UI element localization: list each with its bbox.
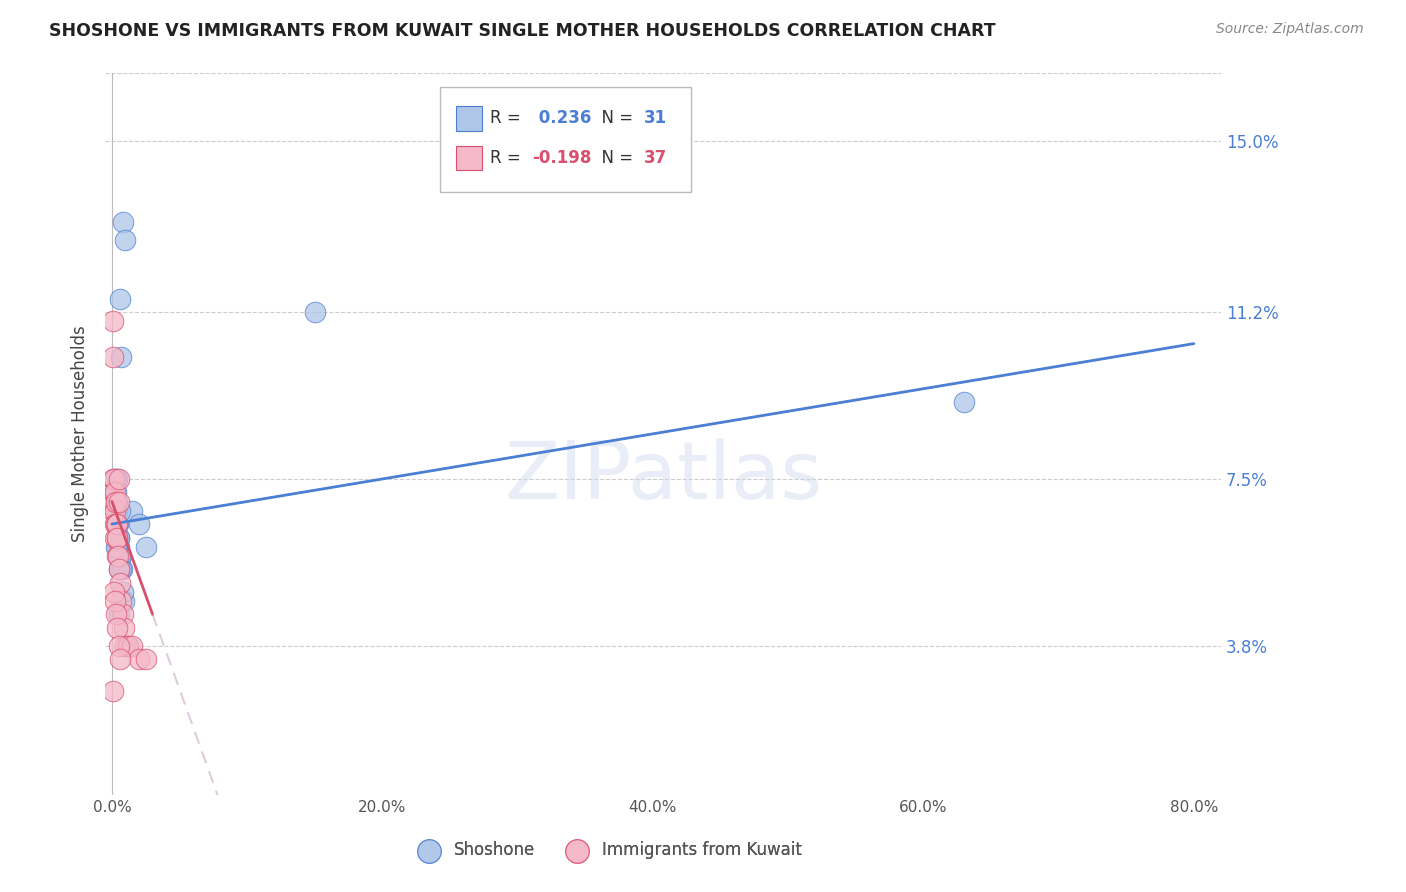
Text: N =: N = (591, 110, 638, 128)
Point (107, 517, 129, 532)
Text: R =: R = (491, 149, 526, 167)
Text: R =: R = (491, 110, 526, 128)
Point (105, 494, 128, 508)
Point (107, 607, 129, 622)
Point (105, 517, 128, 532)
Point (107, 639, 129, 653)
Point (121, 503, 143, 517)
Point (105, 549, 128, 563)
Point (105, 540, 128, 554)
Point (135, 540, 157, 554)
Point (101, 350, 124, 364)
Point (107, 531, 129, 545)
Point (107, 472, 129, 486)
Point (105, 607, 128, 622)
Point (107, 494, 129, 508)
Point (111, 215, 134, 229)
Point (117, 639, 139, 653)
Point (110, 593, 132, 607)
Text: N =: N = (591, 149, 638, 167)
Point (104, 593, 127, 607)
Point (107, 549, 129, 563)
Point (105, 517, 128, 532)
Point (105, 485, 128, 500)
Point (103, 472, 125, 486)
Point (112, 593, 135, 607)
Text: -0.198: -0.198 (533, 149, 592, 167)
Point (105, 472, 128, 486)
Point (111, 584, 134, 599)
Point (103, 494, 125, 508)
Point (117, 639, 139, 653)
Text: SHOSHONE VS IMMIGRANTS FROM KUWAIT SINGLE MOTHER HOUSEHOLDS CORRELATION CHART: SHOSHONE VS IMMIGRANTS FROM KUWAIT SINGL… (49, 22, 995, 40)
Text: ZIPatlas: ZIPatlas (503, 438, 823, 516)
Point (104, 517, 127, 532)
Point (101, 472, 124, 486)
Point (108, 562, 131, 576)
Point (108, 575, 131, 590)
Legend: Shoshone, Immigrants from Kuwait: Shoshone, Immigrants from Kuwait (406, 834, 808, 866)
Point (104, 503, 127, 517)
Point (128, 652, 150, 666)
Point (105, 517, 128, 532)
FancyBboxPatch shape (456, 146, 482, 170)
Point (121, 639, 143, 653)
Point (108, 503, 131, 517)
Point (108, 549, 131, 563)
Point (108, 562, 131, 576)
Point (110, 350, 132, 364)
Point (110, 562, 132, 576)
Point (108, 292, 131, 306)
Point (110, 549, 132, 563)
Point (101, 314, 124, 328)
FancyBboxPatch shape (440, 87, 690, 192)
Point (114, 639, 136, 653)
FancyBboxPatch shape (456, 106, 482, 131)
Point (105, 472, 128, 486)
Point (107, 531, 129, 545)
Point (105, 494, 128, 508)
Text: Source: ZipAtlas.com: Source: ZipAtlas.com (1216, 22, 1364, 37)
Point (111, 562, 134, 576)
Y-axis label: Single Mother Households: Single Mother Households (72, 326, 89, 542)
Point (128, 517, 150, 532)
Point (135, 652, 157, 666)
Point (105, 540, 128, 554)
Text: 37: 37 (644, 149, 668, 167)
Point (114, 233, 136, 247)
Point (105, 621, 128, 635)
Point (104, 531, 127, 545)
Point (108, 540, 131, 554)
Point (108, 652, 131, 666)
Point (111, 607, 134, 622)
Point (103, 485, 125, 500)
Point (953, 395, 976, 409)
Point (103, 503, 125, 517)
Point (103, 584, 125, 599)
Point (105, 531, 128, 545)
Point (101, 684, 124, 698)
Point (105, 503, 128, 517)
Point (104, 485, 127, 500)
Point (304, 305, 326, 319)
Text: 31: 31 (644, 110, 668, 128)
Text: 0.236: 0.236 (533, 110, 591, 128)
Point (105, 531, 128, 545)
Point (112, 621, 135, 635)
